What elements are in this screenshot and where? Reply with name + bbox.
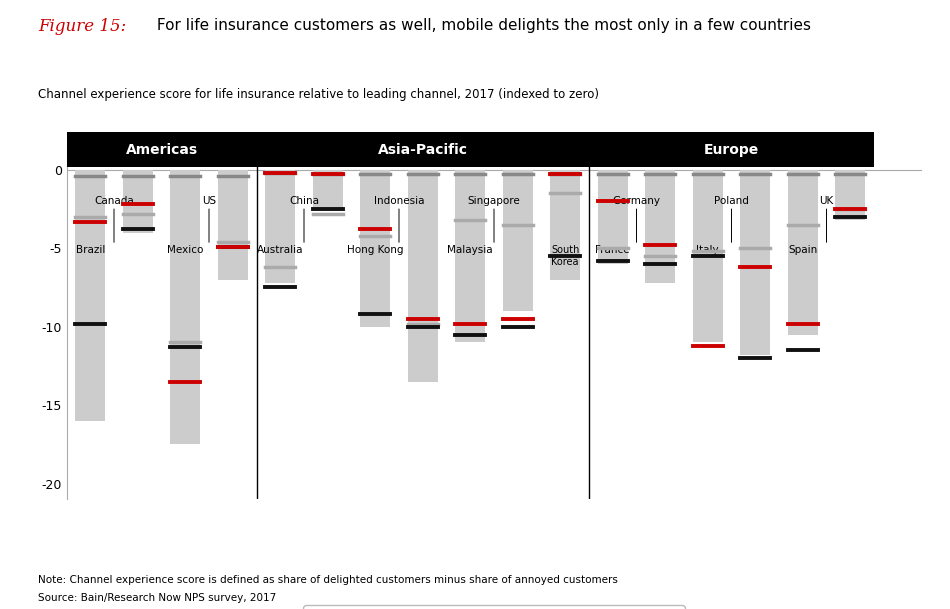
Bar xyxy=(75,170,105,421)
Text: Poland: Poland xyxy=(714,196,749,206)
Text: Source: Bain/Research Now NPS survey, 2017: Source: Bain/Research Now NPS survey, 20… xyxy=(38,593,276,603)
Text: Canada: Canada xyxy=(94,196,134,206)
Text: Europe: Europe xyxy=(704,143,759,157)
Bar xyxy=(503,170,533,311)
Bar xyxy=(170,170,200,445)
Bar xyxy=(788,170,818,334)
Text: China: China xyxy=(289,196,319,206)
Bar xyxy=(835,170,865,220)
Bar xyxy=(313,170,343,209)
Text: Indonesia: Indonesia xyxy=(373,196,425,206)
FancyBboxPatch shape xyxy=(256,132,589,167)
Bar xyxy=(835,170,865,220)
Text: Brazil: Brazil xyxy=(76,245,104,255)
Bar xyxy=(645,170,675,283)
Bar xyxy=(598,170,628,264)
Bar xyxy=(218,170,248,280)
Text: Channel experience score for life insurance relative to leading channel, 2017 (i: Channel experience score for life insura… xyxy=(38,88,599,101)
Bar xyxy=(788,170,818,334)
Text: Note: Channel experience score is defined as share of delighted customers minus : Note: Channel experience score is define… xyxy=(38,575,618,585)
Text: For life insurance customers as well, mobile delights the most only in a few cou: For life insurance customers as well, mo… xyxy=(152,18,811,33)
Text: Singapore: Singapore xyxy=(467,196,521,206)
Text: South
Korea: South Korea xyxy=(551,245,580,267)
Text: France: France xyxy=(596,245,630,255)
Bar xyxy=(360,170,390,326)
Bar xyxy=(503,170,533,311)
Text: Spain: Spain xyxy=(788,245,817,255)
Bar xyxy=(75,170,105,421)
Bar xyxy=(740,170,770,355)
Text: Italy: Italy xyxy=(696,245,719,255)
Text: Malaysia: Malaysia xyxy=(447,245,493,255)
Text: Americas: Americas xyxy=(125,143,198,157)
Legend: In-person, Phone, Online, Mobile: In-person, Phone, Online, Mobile xyxy=(303,605,685,609)
Text: UK: UK xyxy=(819,196,834,206)
Bar xyxy=(408,170,438,382)
Bar xyxy=(218,170,248,280)
Bar xyxy=(123,170,153,233)
Bar xyxy=(123,170,153,233)
Text: Mexico: Mexico xyxy=(167,245,203,255)
Bar xyxy=(693,170,723,342)
Bar xyxy=(265,170,295,283)
Bar xyxy=(693,170,723,342)
Bar xyxy=(455,170,485,342)
Bar xyxy=(265,170,295,283)
Bar xyxy=(550,170,580,280)
FancyBboxPatch shape xyxy=(66,132,256,167)
Bar xyxy=(645,170,675,283)
Text: Hong Kong: Hong Kong xyxy=(347,245,404,255)
Bar xyxy=(408,170,438,382)
Text: Asia-Pacific: Asia-Pacific xyxy=(378,143,467,157)
Text: US: US xyxy=(202,196,216,206)
Text: Australia: Australia xyxy=(257,245,303,255)
Bar xyxy=(313,170,343,209)
Text: Figure 15:: Figure 15: xyxy=(38,18,126,35)
Bar xyxy=(550,170,580,280)
Bar xyxy=(740,170,770,355)
Bar xyxy=(598,170,628,264)
Bar xyxy=(360,170,390,326)
Bar xyxy=(170,170,200,445)
Bar xyxy=(455,170,485,342)
FancyBboxPatch shape xyxy=(589,132,874,167)
Text: Germany: Germany xyxy=(613,196,660,206)
